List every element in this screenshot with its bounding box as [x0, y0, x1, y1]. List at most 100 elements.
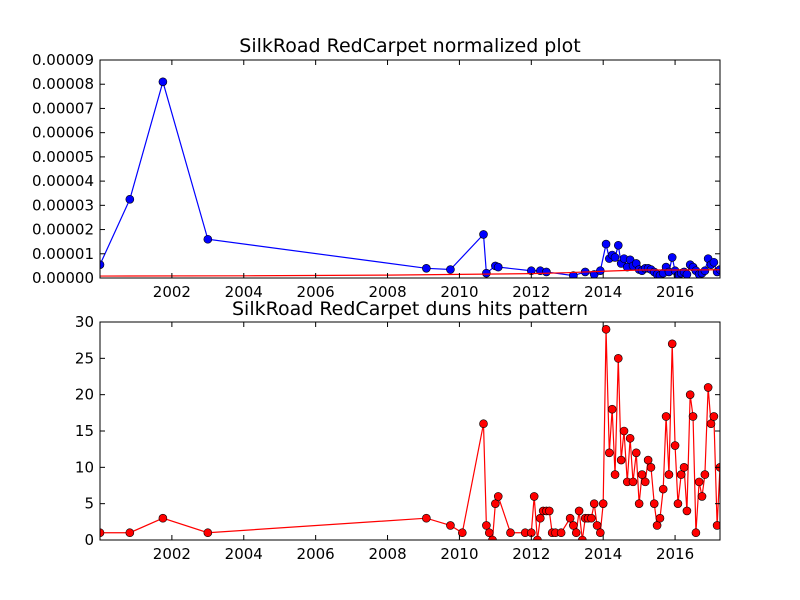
bottom-series-0-point	[709, 412, 719, 421]
bottom-series-0-point	[598, 499, 608, 508]
top-y-tick-label: 0.00008	[32, 75, 94, 93]
bottom-series-0-point	[664, 470, 674, 479]
top-x-tick-label: 2010	[440, 283, 478, 301]
bottom-series-0-point	[697, 492, 707, 501]
bottom-series-0-point	[601, 324, 611, 334]
top-y-tick-label: 0.00003	[32, 196, 94, 214]
bottom-series-0-point	[682, 506, 692, 516]
bottom-series-0-point	[610, 470, 620, 479]
bottom-series-0-point	[655, 513, 665, 523]
bottom-series-0-point	[703, 383, 713, 392]
top-series-0-point	[569, 271, 578, 278]
bottom-series-0-point	[676, 470, 686, 479]
bottom-series-0-point	[670, 441, 680, 450]
bottom-series-0-point	[685, 390, 695, 399]
bottom-series-0-point	[569, 521, 578, 530]
top-y-tick-label: 0.00009	[32, 51, 94, 69]
bottom-x-tick-label: 2002	[153, 545, 191, 563]
bottom-y-tick-label: 20	[75, 386, 94, 404]
bottom-series-0-point	[631, 448, 641, 458]
bottom-series-0-point	[158, 513, 168, 523]
bottom-x-tick-label: 2016	[656, 545, 694, 563]
bottom-series-0-point	[482, 521, 491, 530]
bottom-series-0-point	[643, 455, 653, 465]
bottom-series-0-point	[529, 492, 539, 501]
top-series-0-point	[479, 230, 488, 239]
bottom-series-0-point	[646, 463, 656, 472]
bottom-y-tick-label: 0	[84, 531, 94, 549]
top-x-tick-label: 2016	[656, 283, 694, 301]
top-series-0-point	[682, 270, 692, 278]
bottom-series-0-point	[535, 513, 545, 523]
bottom-chart-title: SilkRoad RedCarpet duns hits pattern	[232, 298, 588, 320]
bottom-series-0-point	[637, 470, 647, 479]
bottom-series-0-point	[571, 528, 581, 538]
bottom-series-0-point	[422, 513, 431, 523]
bottom-series-0-point	[457, 528, 467, 538]
bottom-y-tick-label: 5	[84, 495, 94, 513]
bottom-series-0-point	[125, 528, 135, 538]
bottom-series-0-point	[491, 499, 500, 508]
bottom-y-tick-label: 15	[75, 422, 94, 440]
bottom-series-0-point	[578, 535, 587, 540]
bottom-series-0-point	[625, 433, 635, 443]
bottom-series-0-point	[700, 470, 710, 479]
bottom-series-0-point	[446, 521, 455, 530]
top-x-tick-label: 2012	[512, 283, 550, 301]
top-chart: 2002 2004 2006 2008 2010 2012 2014 2016 0.00000 0…	[32, 51, 721, 301]
bottom-series-0-point	[661, 412, 671, 421]
bottom-series-0-point	[628, 477, 638, 487]
bottom-series-0-point	[589, 499, 599, 508]
top-y-tick-label: 0.00005	[32, 148, 94, 166]
top-series-0-point	[709, 257, 719, 267]
top-series-0-point	[203, 234, 213, 244]
top-series-0-point	[158, 77, 168, 87]
top-x-tick-label: 2002	[153, 283, 191, 301]
bottom-x-tick-label: 2012	[512, 545, 550, 563]
bottom-chart-plot-area	[100, 324, 720, 540]
top-x-tick-label: 2004	[225, 283, 263, 301]
bottom-y-tick-label: 10	[75, 458, 94, 476]
bottom-y-tick-label: 25	[75, 349, 94, 367]
top-y-tick-label: 0.00007	[32, 99, 94, 117]
bottom-series-0-point	[616, 455, 626, 465]
top-chart-axes-frame	[99, 59, 721, 279]
top-series-0-point	[493, 262, 503, 272]
top-y-tick-label: 0.00006	[32, 124, 94, 142]
bottom-series-0-point	[100, 528, 105, 538]
bottom-series-0-point	[607, 404, 617, 414]
bottom-series-0-point	[652, 521, 662, 530]
bottom-series-0-point	[613, 354, 623, 363]
top-y-tick-label: 0.00002	[32, 221, 94, 239]
bottom-series-0-point	[596, 528, 605, 538]
bottom-series-0-point	[592, 521, 602, 530]
bottom-series-0-point	[649, 499, 659, 508]
top-y-tick-label: 0.00001	[32, 245, 94, 263]
bottom-series-0-point	[694, 477, 704, 487]
bottom-x-tick-label: 2004	[225, 545, 263, 563]
bottom-series-0-point	[479, 419, 488, 429]
bottom-series-0-point	[574, 506, 584, 516]
top-y-tick-label: 0.00000	[32, 269, 94, 287]
bottom-series-0-point	[587, 513, 596, 523]
top-series-0-point	[613, 241, 623, 250]
top-series-0-point	[667, 253, 677, 262]
top-series-0-point	[446, 265, 455, 274]
bottom-series-0-point	[604, 448, 614, 458]
bottom-series-0-point	[640, 477, 650, 487]
top-series-0-point	[100, 260, 105, 269]
bottom-series-0-point	[544, 506, 554, 516]
bottom-series-0-point	[691, 528, 701, 538]
top-y-tick-label: 0.00004	[32, 172, 94, 190]
bottom-series-0-point	[634, 499, 644, 508]
bottom-series-0-point	[556, 528, 566, 538]
bottom-y-tick-label: 30	[75, 313, 94, 331]
bottom-series-0-point	[203, 528, 213, 538]
bottom-series-0-point	[712, 521, 720, 530]
top-series-0-point	[700, 266, 710, 276]
bottom-x-tick-label: 2010	[440, 545, 478, 563]
bottom-series-0-point	[493, 492, 503, 501]
bottom-series-0-point	[688, 412, 698, 421]
top-series-0-point	[601, 239, 611, 249]
top-series-0-point	[482, 268, 491, 278]
